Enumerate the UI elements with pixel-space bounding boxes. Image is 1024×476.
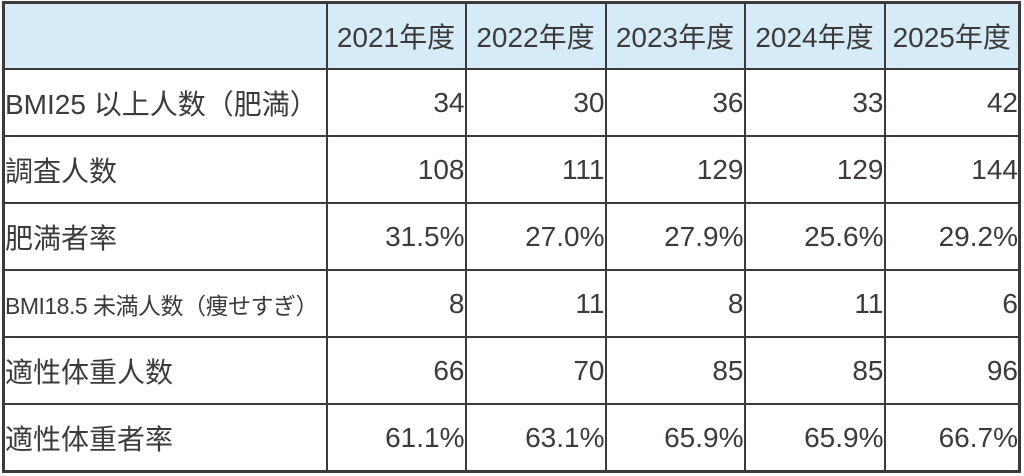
value-cell: 33 — [743, 68, 886, 137]
value-cell: 11 — [464, 269, 607, 338]
value-cell: 36 — [604, 68, 746, 137]
table-row-survey-count: 調査人数 108 111 129 129 144 — [2, 135, 1021, 204]
value-cell: 25.6% — [743, 202, 886, 271]
value-cell: 96 — [883, 336, 1021, 405]
value-cell: 66 — [325, 336, 467, 405]
value-cell: 11 — [743, 269, 886, 338]
row-label-cell: 調査人数 — [2, 135, 328, 204]
header-row: 2021年度 2022年度 2023年度 2024年度 2025年度 — [2, 1, 1021, 70]
value-cell: 111 — [464, 135, 607, 204]
value-cell: 27.0% — [464, 202, 607, 271]
value-cell: 129 — [743, 135, 886, 204]
table-row-bmi185-under: BMI18.5 未満人数（痩せすぎ） 8 11 8 11 6 — [2, 269, 1021, 338]
value-cell: 8 — [325, 269, 467, 338]
table-row-proper-weight-count: 適性体重人数 66 70 85 85 96 — [2, 336, 1021, 405]
corner-header-cell — [2, 1, 328, 70]
year-header-cell-2023: 2023年度 — [604, 1, 746, 70]
value-cell: 65.9% — [604, 403, 746, 473]
year-header-cell-2022: 2022年度 — [464, 1, 607, 70]
value-cell: 34 — [325, 68, 467, 137]
value-cell: 66.7% — [883, 403, 1021, 473]
value-cell: 27.9% — [604, 202, 746, 271]
value-cell: 6 — [883, 269, 1021, 338]
value-cell: 144 — [883, 135, 1021, 204]
value-cell: 29.2% — [883, 202, 1021, 271]
row-label-cell: 適性体重人数 — [2, 336, 328, 405]
value-cell: 42 — [883, 68, 1021, 137]
row-label-cell: 肥満者率 — [2, 202, 328, 271]
year-header-cell-2021: 2021年度 — [325, 1, 467, 70]
value-cell: 70 — [464, 336, 607, 405]
value-cell: 85 — [743, 336, 886, 405]
value-cell: 129 — [604, 135, 746, 204]
value-cell: 85 — [604, 336, 746, 405]
year-header-cell-2025: 2025年度 — [883, 1, 1021, 70]
table-row-bmi25-over: BMI25 以上人数（肥満） 34 30 36 33 42 — [2, 68, 1021, 137]
value-cell: 63.1% — [464, 403, 607, 473]
value-cell: 65.9% — [743, 403, 886, 473]
row-label-cell: BMI25 以上人数（肥満） — [2, 68, 328, 137]
row-label-cell: 適性体重者率 — [2, 403, 328, 473]
table-row-proper-weight-rate: 適性体重者率 61.1% 63.1% 65.9% 65.9% 66.7% — [2, 403, 1021, 473]
value-cell: 31.5% — [325, 202, 467, 271]
year-header-cell-2024: 2024年度 — [743, 1, 886, 70]
table-row-obesity-rate: 肥満者率 31.5% 27.0% 27.9% 25.6% 29.2% — [2, 202, 1021, 271]
row-label-cell: BMI18.5 未満人数（痩せすぎ） — [2, 269, 328, 338]
value-cell: 30 — [464, 68, 607, 137]
value-cell: 108 — [325, 135, 467, 204]
value-cell: 61.1% — [325, 403, 467, 473]
value-cell: 8 — [604, 269, 746, 338]
